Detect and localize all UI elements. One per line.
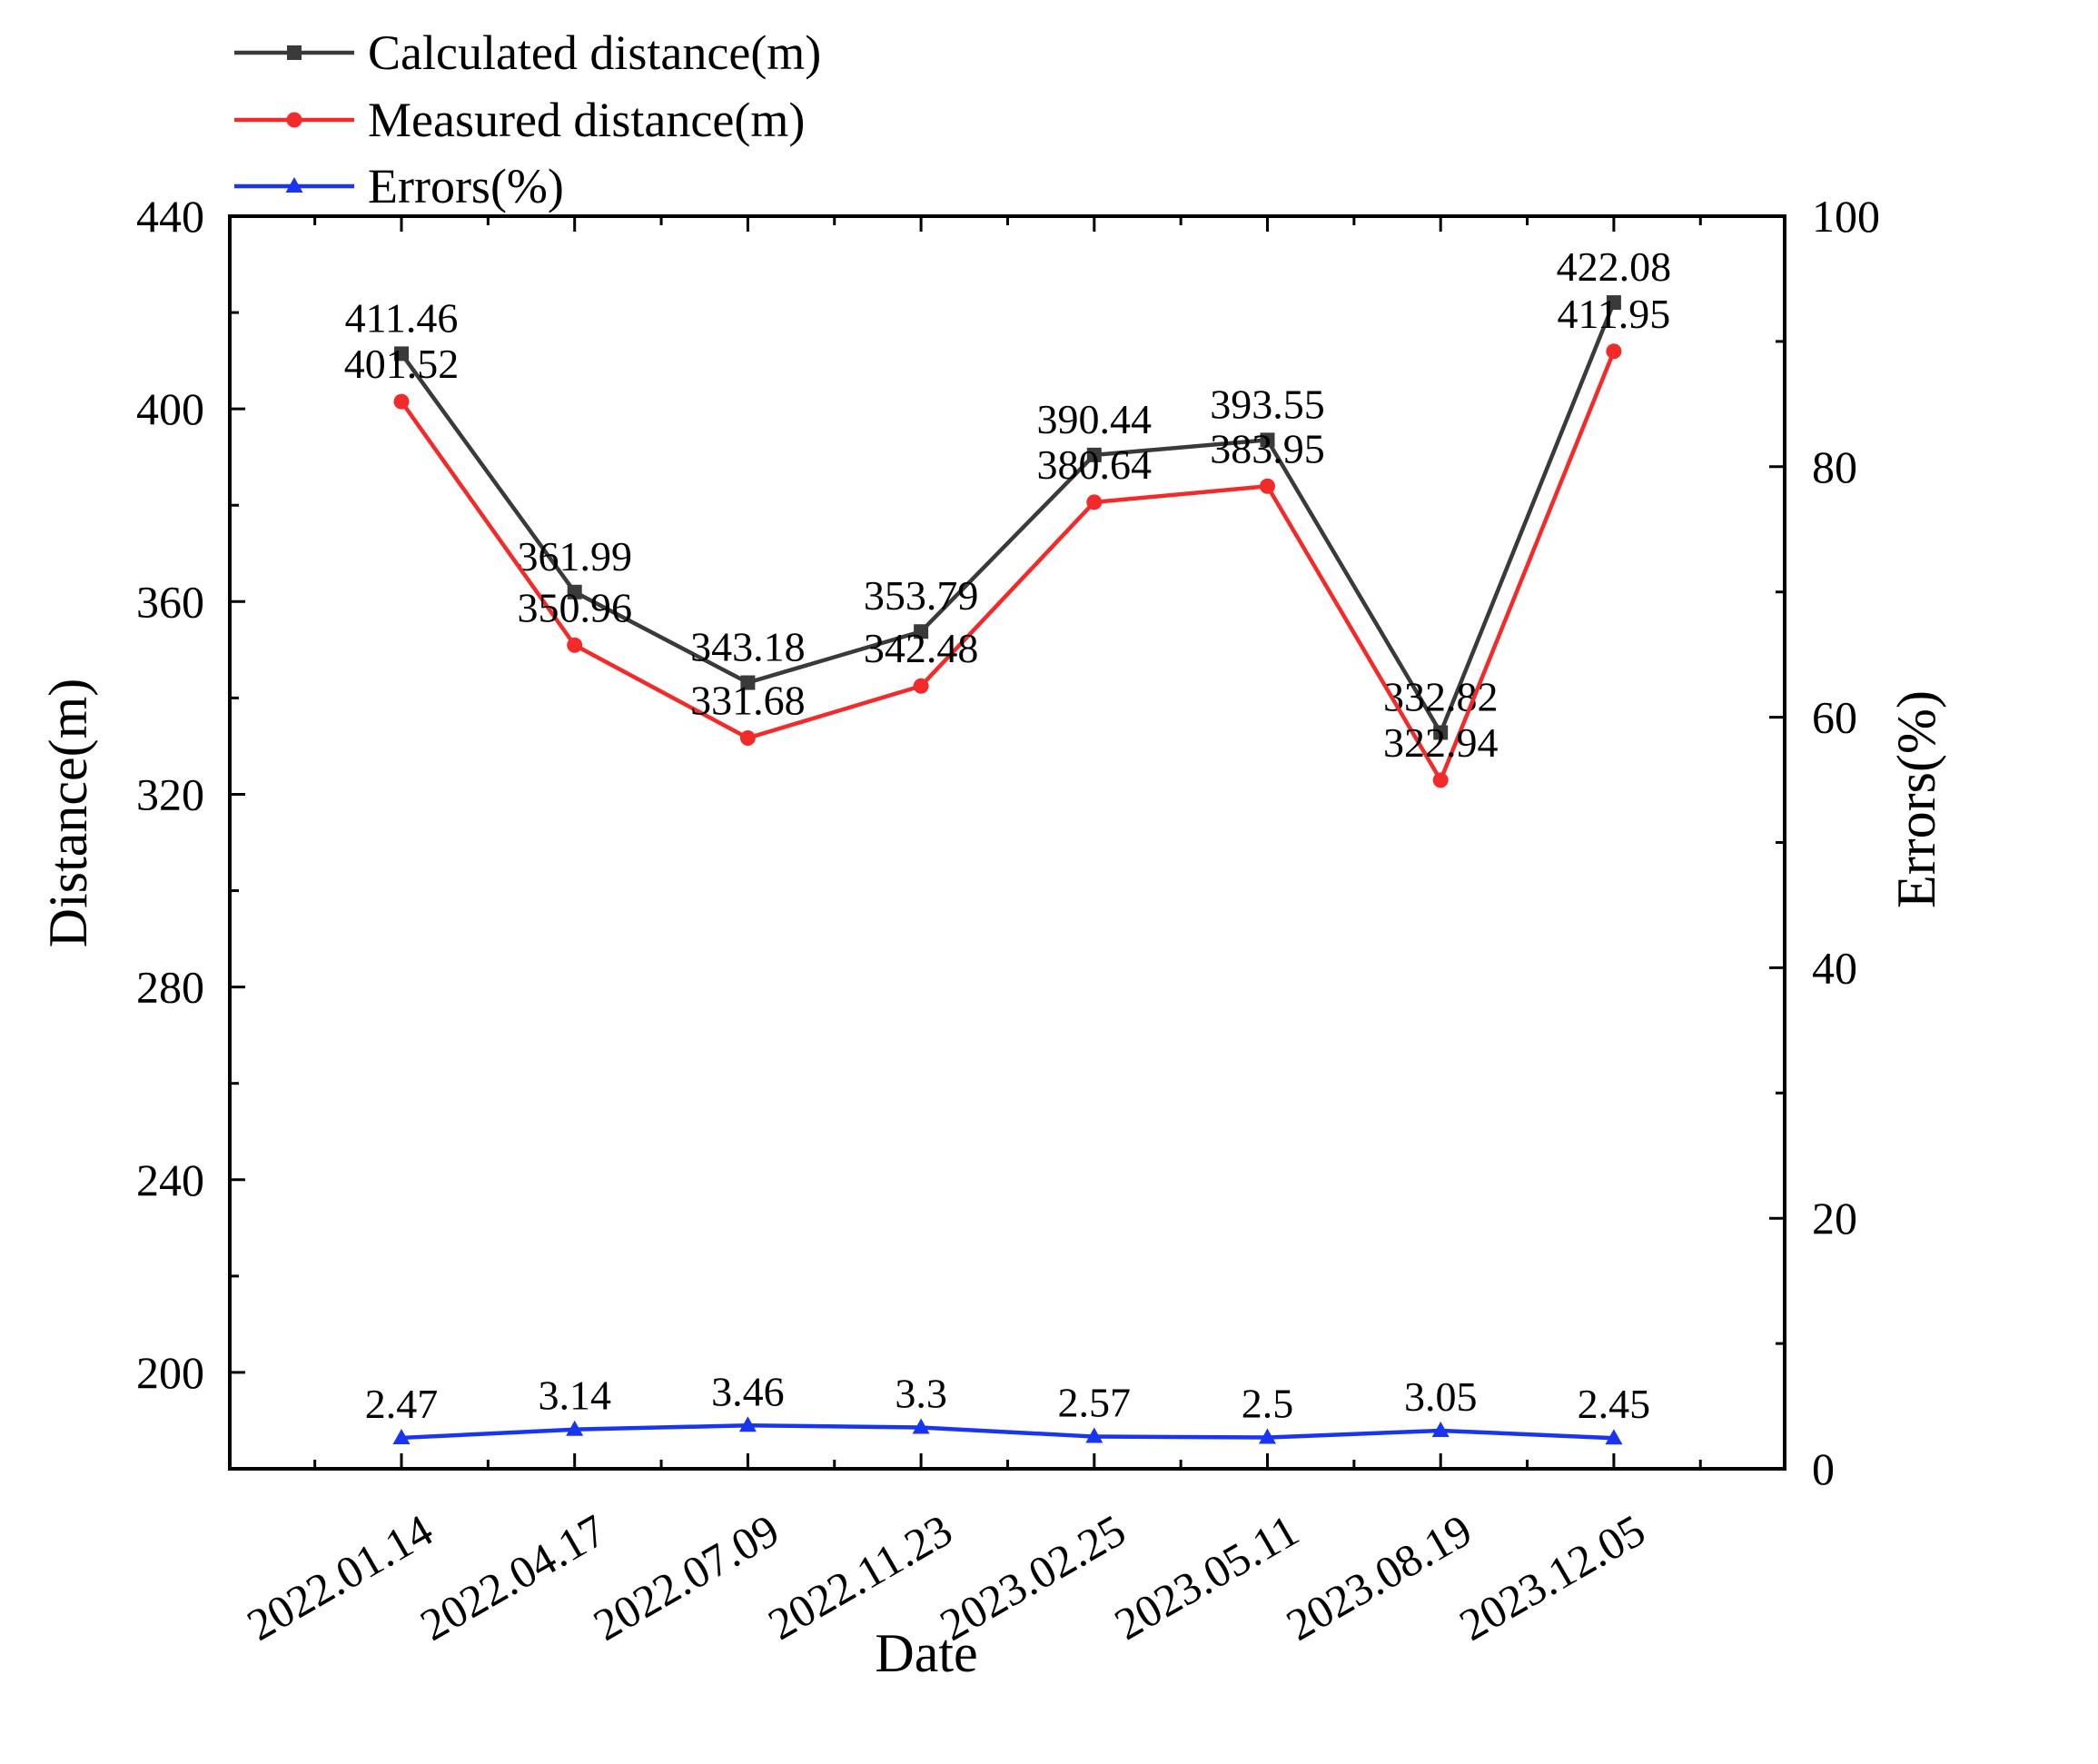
series-1-data-label: 322.94 [1383,719,1499,766]
series-1-data-label: 411.95 [1558,291,1671,337]
series-1-point [739,730,756,747]
y-tick-label: 400 [136,383,204,434]
series-0-point [1433,725,1449,740]
y2-tick-label: 0 [1812,1443,1835,1494]
series-0-point [1606,295,1621,311]
series-1-data-label: 383.95 [1210,425,1325,471]
series-1-point [1432,772,1449,788]
series-2-data-label: 2.45 [1578,1381,1651,1427]
series-0-point [567,584,582,600]
series-0-point [394,346,409,362]
series-1-point [1260,478,1275,494]
series-line-1 [400,350,1616,783]
y2-axis-title: Errors(%) [1886,690,1946,908]
y-tick-label: 440 [136,191,204,242]
series-1-point [1086,494,1103,510]
series-2-data-label: 2.47 [365,1381,439,1427]
y2-tick-label: 100 [1812,191,1880,242]
series-1-point [393,393,410,410]
series-2-point [1605,1429,1623,1445]
series-1-data-label: 342.48 [864,625,979,671]
series-0-point [1260,432,1275,448]
y2-tick-label: 60 [1812,692,1857,743]
x-tick-label: 2022.04.17 [411,1504,614,1650]
series-2-point [738,1416,757,1432]
legend-marker-1 [286,112,302,128]
x-axis-title: Date [875,1623,977,1683]
y2-tick-label: 20 [1812,1193,1857,1244]
series-2-point [1085,1427,1103,1443]
x-tick-label: 2023.12.05 [1451,1504,1654,1650]
series-1-data-label: 331.68 [690,678,806,724]
y-tick-label: 320 [136,768,204,819]
series-2-point [1431,1421,1450,1437]
x-tick-label: 2023.08.19 [1278,1504,1480,1650]
series-2-data-label: 3.46 [711,1368,785,1414]
series-2-point [1259,1428,1276,1444]
x-tick-label: 2022.01.14 [239,1504,441,1650]
series-0-data-label: 353.79 [864,572,979,619]
legend-label: Errors(%) [368,159,564,213]
series-2-data-label: 3.14 [538,1373,611,1419]
series-line-2 [401,1423,1614,1441]
x-tick-label: 2023.05.11 [1106,1504,1307,1650]
series-0-data-label: 361.99 [517,533,632,580]
y-axis-title: Distance(m) [38,679,98,948]
y2-tick-label: 80 [1812,441,1857,492]
series-2-data-label: 2.57 [1058,1380,1132,1426]
x-tick-label: 2022.07.09 [585,1504,787,1650]
series-0-data-label: 411.46 [345,294,459,341]
series-0-data-label: 422.08 [1557,243,1672,290]
series-2-data-label: 3.3 [895,1370,947,1416]
series-1-data-label: 350.96 [517,584,632,630]
y-tick-label: 240 [136,1155,204,1205]
y-tick-label: 200 [136,1347,204,1398]
y-tick-label: 280 [136,962,204,1013]
series-0-data-label: 393.55 [1210,381,1325,427]
y-tick-label: 360 [136,576,204,627]
legend-marker-0 [287,45,302,60]
series-0-data-label: 343.18 [690,624,806,670]
series-2-data-label: 3.05 [1404,1373,1478,1420]
legend-label: Calculated distance(m) [368,25,821,80]
series-0-point [914,624,929,639]
series-2-point [912,1418,930,1434]
plot-frame [228,214,1786,1471]
series-2-point [566,1420,584,1436]
series-1-data-label: 380.64 [1037,441,1153,488]
series-0-point [1086,447,1102,462]
series-1-data-label: 401.52 [344,341,460,387]
series-2-data-label: 2.5 [1242,1381,1294,1427]
series-0-data-label: 390.44 [1037,396,1153,442]
series-1-point [1606,343,1622,360]
series-2-point [392,1428,411,1444]
series-1-point [913,678,929,694]
legend-marker-2 [285,177,303,193]
legend-label: Measured distance(m) [368,93,805,147]
series-1-point [567,637,583,653]
y2-tick-label: 40 [1812,942,1857,993]
series-0-point [740,675,756,690]
series-line-0 [400,302,1616,735]
